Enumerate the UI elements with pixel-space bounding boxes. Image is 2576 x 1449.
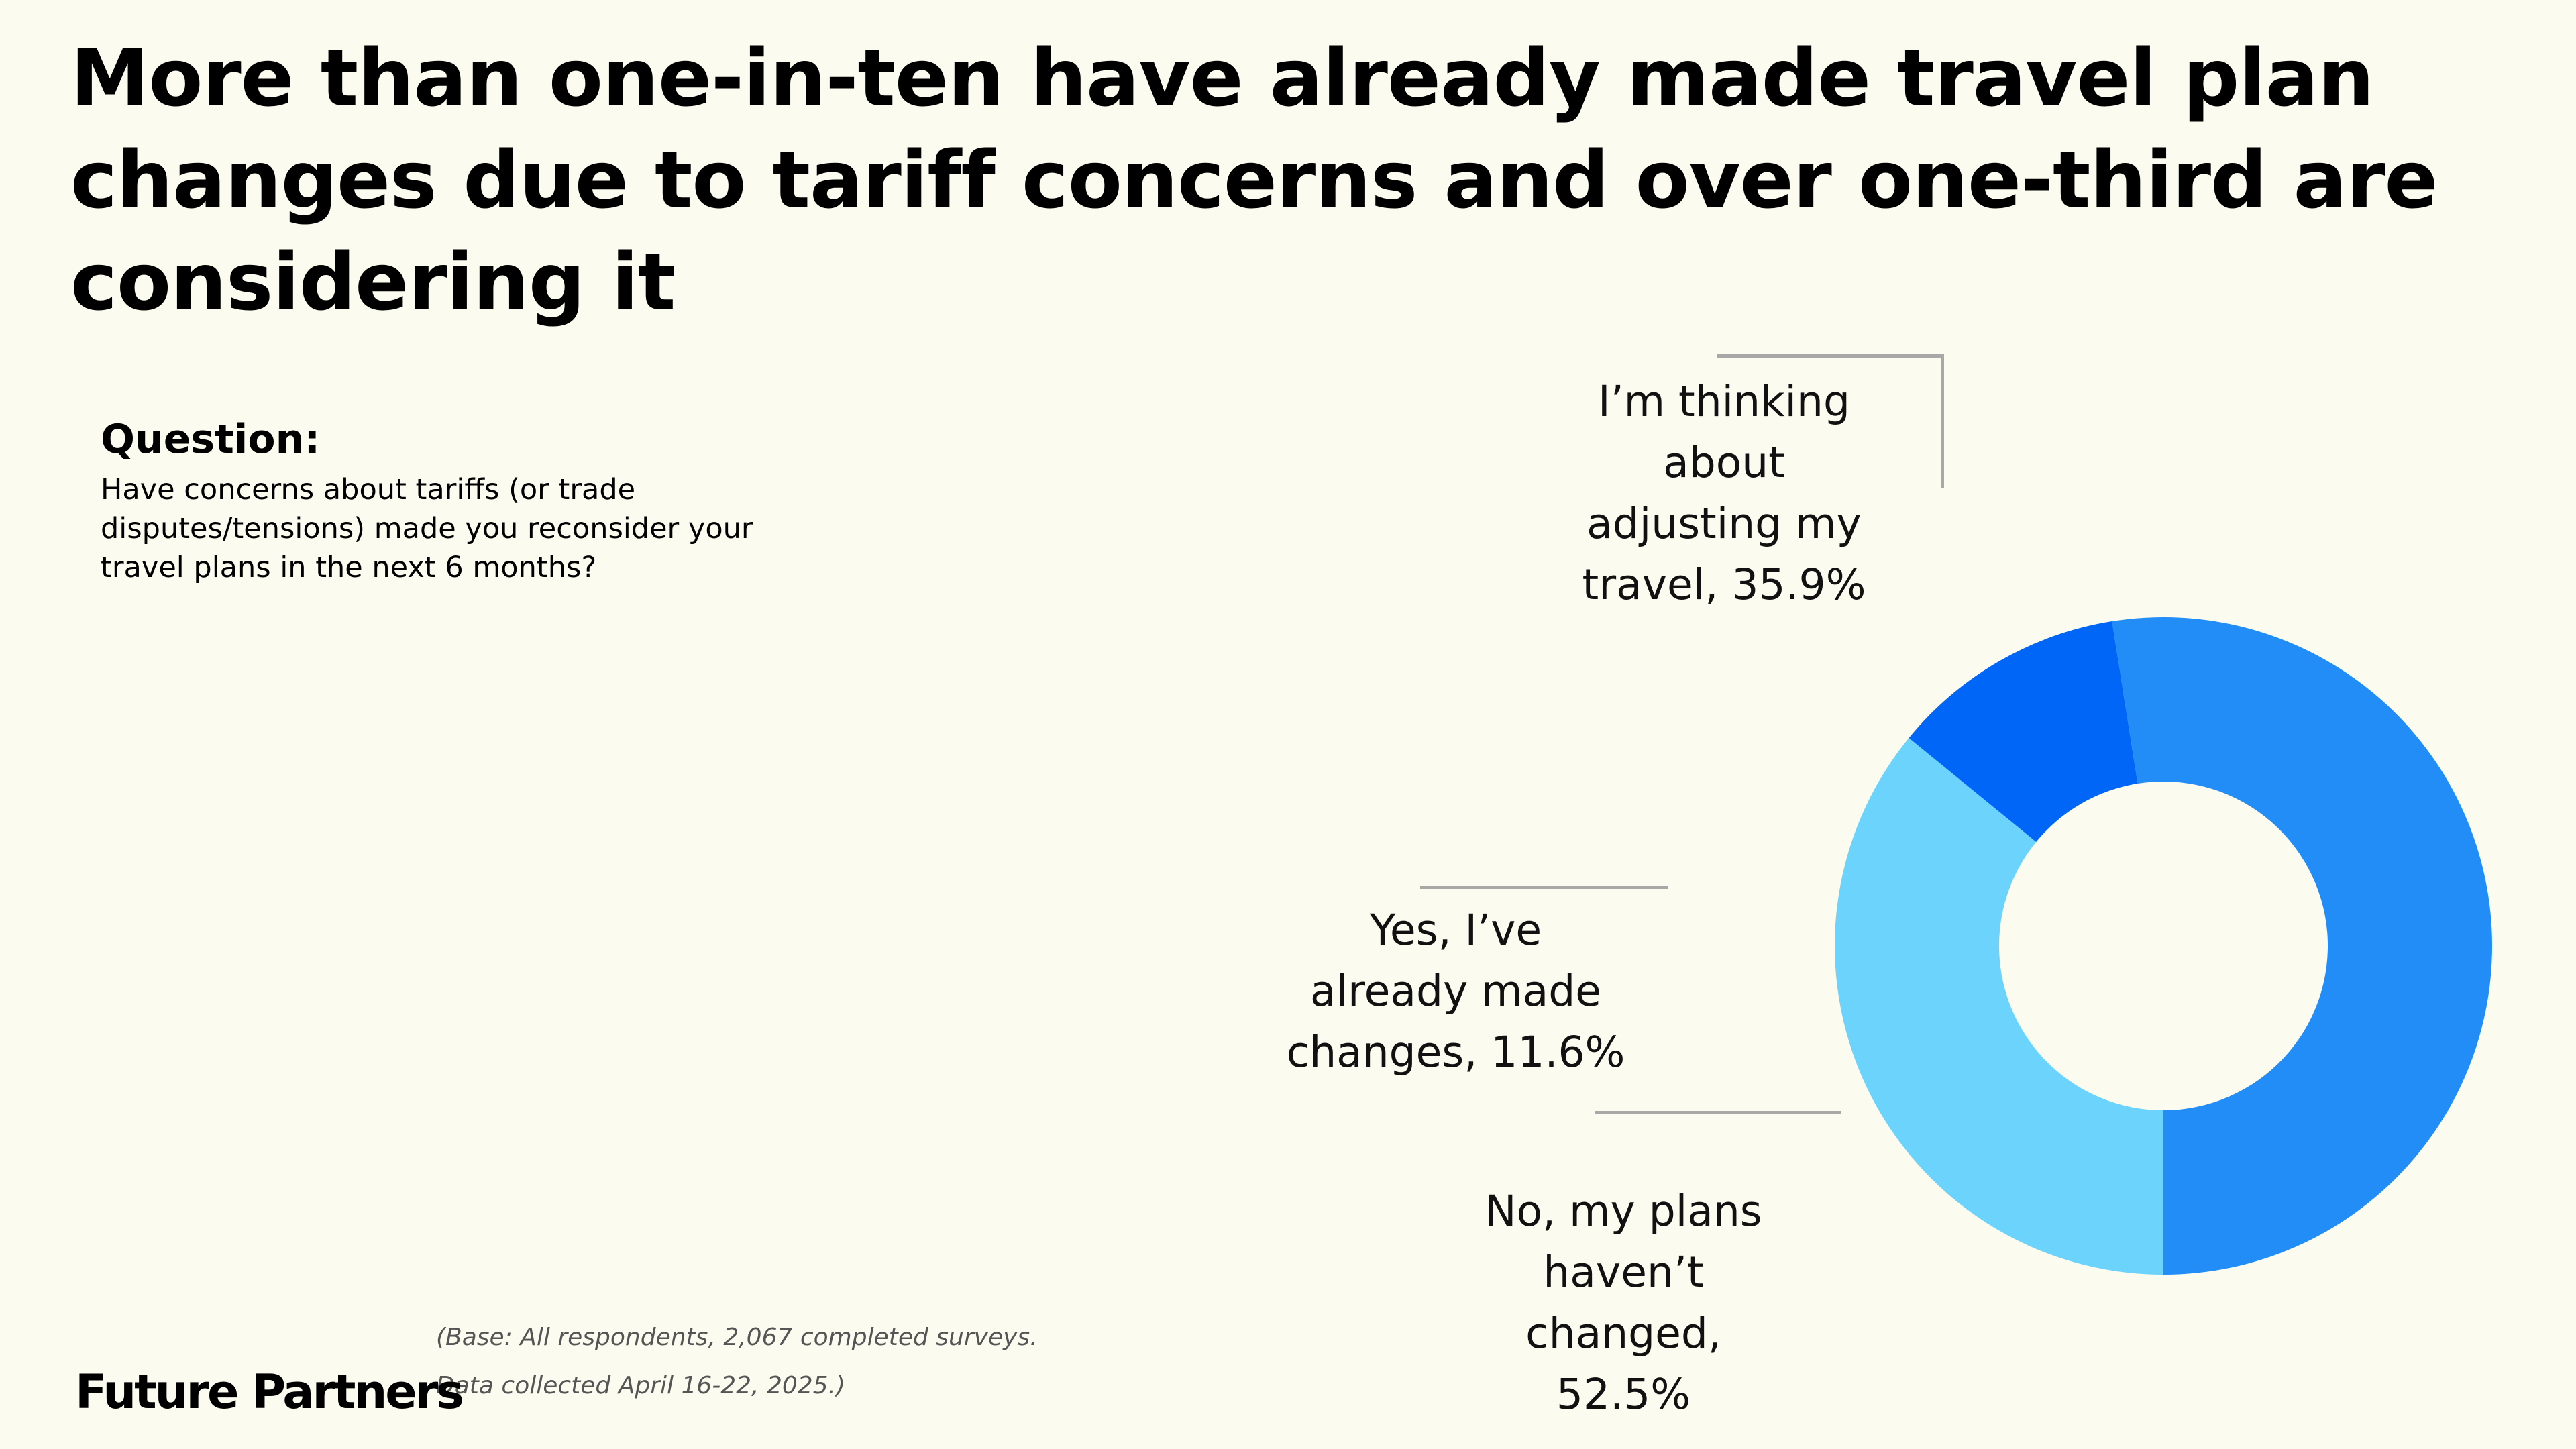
label-line: Yes, I’ve: [1369, 906, 1542, 955]
slice-label-thinking: I’m thinking about adjusting my travel, …: [1523, 371, 1925, 615]
label-line: already made: [1309, 967, 1602, 1016]
slice-thinking: [1835, 738, 2163, 1275]
brand-logo: Future Partners: [75, 1364, 464, 1419]
label-line: changes, 11.6%: [1286, 1028, 1625, 1077]
label-line: changed,: [1525, 1309, 1721, 1358]
slice-no: [2112, 616, 2493, 1275]
slice-label-yes: Yes, I’ve already made changes, 11.6%: [1268, 900, 1644, 1083]
label-line: haven’t: [1543, 1248, 1704, 1297]
label-line: 52.5%: [1556, 1370, 1691, 1419]
label-line: adjusting my: [1587, 499, 1862, 548]
label-line: about: [1663, 438, 1785, 487]
leader-line-thinking-vertical: [1941, 354, 1944, 488]
question-block: Question: Have concerns about tariffs (o…: [101, 413, 771, 587]
chart-title: More than one-in-ten have already made t…: [70, 32, 2438, 328]
label-line: No, my plans: [1485, 1187, 1762, 1236]
footnote: (Base: All respondents, 2,067 completed …: [436, 1324, 1038, 1399]
leader-line-yes: [1420, 885, 1668, 889]
leader-line-no: [1595, 1111, 1841, 1114]
leader-line-thinking: [1717, 354, 1944, 358]
question-heading: Question:: [101, 416, 321, 463]
label-line: travel, 35.9%: [1582, 560, 1866, 609]
label-line: I’m thinking: [1598, 377, 1850, 426]
slice-label-no: No, my plans haven’t changed, 52.5%: [1436, 1181, 1811, 1425]
slice-yes: [1909, 621, 2138, 843]
question-text: Have concerns about tariffs (or trade di…: [101, 473, 753, 584]
